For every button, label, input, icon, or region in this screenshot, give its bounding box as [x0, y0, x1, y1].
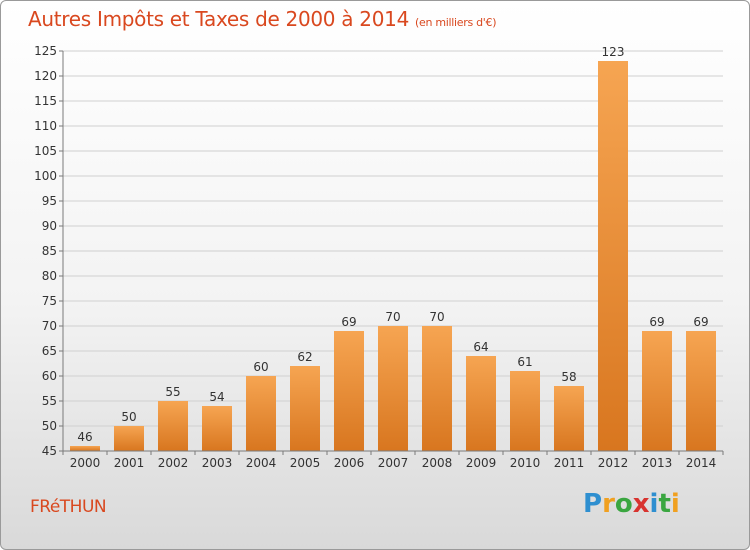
- bar-2012: [598, 61, 628, 451]
- unit-label: (en milliers d'€): [415, 16, 497, 29]
- bar-2007: [378, 326, 408, 451]
- y-tick-label: 50: [42, 419, 57, 433]
- bar-2005: [290, 366, 320, 451]
- x-tick-label: 2007: [378, 456, 409, 470]
- x-tick-label: 2001: [114, 456, 145, 470]
- y-tick-label: 45: [42, 444, 57, 458]
- data-label: 69: [649, 315, 664, 329]
- bar-2014: [686, 331, 716, 451]
- x-tick-label: 2004: [246, 456, 277, 470]
- y-tick-label: 110: [34, 119, 57, 133]
- bar-2003: [202, 406, 232, 451]
- logo-letter: r: [602, 489, 615, 519]
- bar-2006: [334, 331, 364, 451]
- data-label: 70: [429, 310, 444, 324]
- logo-letter: t: [658, 489, 671, 519]
- data-label: 46: [77, 430, 92, 444]
- y-tick-label: 115: [34, 94, 57, 108]
- x-tick-label: 2000: [70, 456, 101, 470]
- x-tick-label: 2013: [642, 456, 673, 470]
- chart-title: Autres Impôts et Taxes de 2000 à 2014 (en…: [28, 7, 496, 31]
- y-tick-label: 55: [42, 394, 57, 408]
- y-tick-label: 100: [34, 169, 57, 183]
- data-label: 61: [517, 355, 532, 369]
- bar-2010: [510, 371, 540, 451]
- y-tick-label: 75: [42, 294, 57, 308]
- proxiti-logo[interactable]: Proxiti: [583, 489, 680, 519]
- logo-letter: i: [649, 489, 659, 519]
- y-tick-label: 90: [42, 219, 57, 233]
- x-tick-label: 2005: [290, 456, 321, 470]
- town-name: FRéTHUN: [30, 497, 107, 517]
- y-tick-label: 80: [42, 269, 57, 283]
- bar-2011: [554, 386, 584, 451]
- y-tick-label: 65: [42, 344, 57, 358]
- logo-letter: i: [670, 489, 680, 519]
- logo-letter: P: [583, 489, 603, 519]
- x-tick-label: 2012: [598, 456, 629, 470]
- y-tick-label: 95: [42, 194, 57, 208]
- data-label: 50: [121, 410, 136, 424]
- data-label: 69: [341, 315, 356, 329]
- x-tick-label: 2011: [554, 456, 585, 470]
- x-tick-label: 2006: [334, 456, 365, 470]
- bar-2001: [114, 426, 144, 451]
- x-tick-label: 2014: [686, 456, 717, 470]
- x-tick-label: 2003: [202, 456, 233, 470]
- data-label: 60: [253, 360, 268, 374]
- bar-2000: [70, 446, 100, 451]
- y-tick-label: 125: [34, 44, 57, 58]
- bar-2002: [158, 401, 188, 451]
- data-label: 62: [297, 350, 312, 364]
- bar-2008: [422, 326, 452, 451]
- x-tick-label: 2010: [510, 456, 541, 470]
- bar-2009: [466, 356, 496, 451]
- data-label: 64: [473, 340, 488, 354]
- data-label: 58: [561, 370, 576, 384]
- x-tick-label: 2009: [466, 456, 497, 470]
- bar-2004: [246, 376, 276, 451]
- y-tick-label: 60: [42, 369, 57, 383]
- y-tick-label: 120: [34, 69, 57, 83]
- data-label: 55: [165, 385, 180, 399]
- data-label: 54: [209, 390, 224, 404]
- logo-letter: o: [614, 489, 633, 519]
- data-label: 70: [385, 310, 400, 324]
- x-tick-label: 2002: [158, 456, 189, 470]
- y-tick-label: 105: [34, 144, 57, 158]
- bar-2013: [642, 331, 672, 451]
- logo-letter: x: [632, 489, 650, 519]
- data-label: 123: [602, 45, 625, 59]
- data-label: 69: [693, 315, 708, 329]
- title-text: Autres Impôts et Taxes de 2000 à 2014: [28, 7, 409, 31]
- x-tick-label: 2008: [422, 456, 453, 470]
- y-tick-label: 70: [42, 319, 57, 333]
- y-tick-label: 85: [42, 244, 57, 258]
